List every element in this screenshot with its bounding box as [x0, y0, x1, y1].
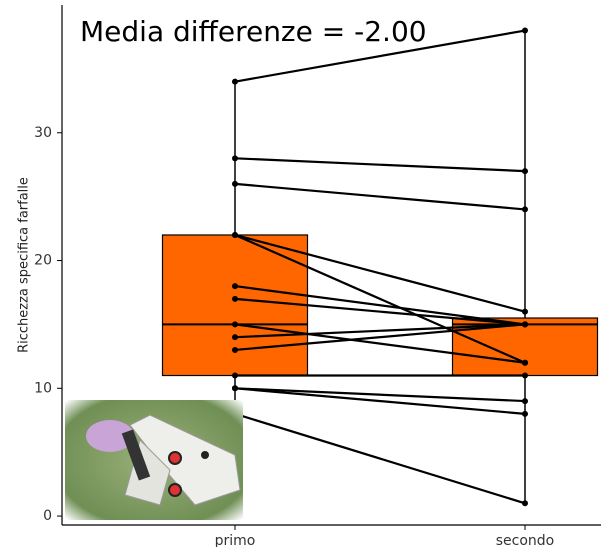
- point: [232, 321, 238, 327]
- butterfly-photo: [65, 400, 243, 520]
- point: [232, 283, 238, 289]
- point: [232, 347, 238, 353]
- pair-line: [235, 158, 525, 171]
- point: [522, 373, 528, 379]
- pair-line: [235, 388, 525, 414]
- point: [232, 232, 238, 238]
- point: [522, 206, 528, 212]
- x-tick-label: primo: [215, 533, 256, 547]
- pair-line: [235, 184, 525, 210]
- y-tick-label: 10: [34, 380, 52, 396]
- point: [522, 398, 528, 404]
- point: [232, 296, 238, 302]
- point: [522, 28, 528, 34]
- point: [522, 360, 528, 366]
- x-tick-label: secondo: [496, 533, 555, 547]
- point: [232, 155, 238, 161]
- point: [232, 334, 238, 340]
- point: [522, 309, 528, 315]
- point: [232, 385, 238, 391]
- chart: Media differenze = -2.00 Ricchezza speci…: [0, 0, 601, 547]
- point: [522, 411, 528, 417]
- point: [522, 321, 528, 327]
- pair-line: [235, 388, 525, 401]
- point: [522, 500, 528, 506]
- chart-title: Media differenze = -2.00: [80, 15, 427, 48]
- point: [522, 168, 528, 174]
- box: [163, 235, 308, 376]
- y-axis-label: Ricchezza specifica farfalle: [17, 177, 32, 353]
- y-tick-label: 30: [34, 125, 52, 141]
- pair-line: [235, 414, 525, 503]
- y-tick-label: 0: [43, 508, 52, 524]
- point: [232, 373, 238, 379]
- point: [232, 79, 238, 85]
- point: [232, 181, 238, 187]
- y-tick-label: 20: [34, 253, 52, 269]
